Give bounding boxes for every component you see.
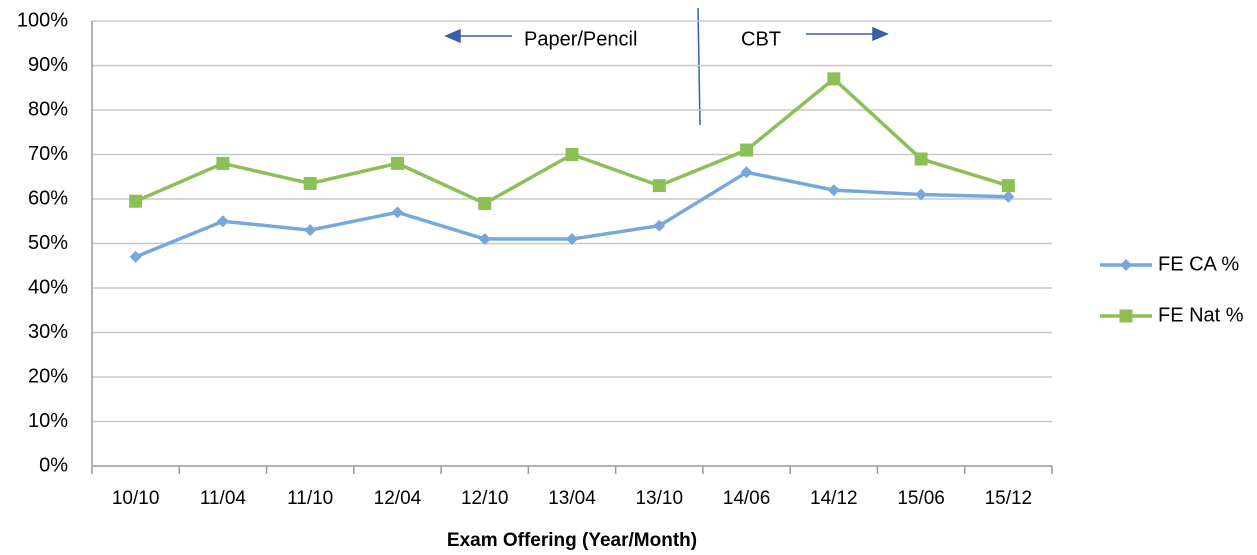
y-tick-label: 20% (28, 365, 68, 387)
y-tick-label: 50% (28, 232, 68, 254)
series (129, 166, 1015, 263)
y-tick-label: 30% (28, 321, 68, 343)
annotation: CBT (741, 28, 781, 50)
marker (303, 176, 317, 190)
marker (478, 196, 492, 210)
marker (914, 152, 928, 166)
y-tick-label: 10% (28, 410, 68, 432)
x-tick-label: 13/04 (548, 488, 596, 509)
marker (391, 206, 404, 219)
x-tick-label: 10/10 (112, 488, 160, 509)
y-tick-label: 90% (28, 54, 68, 76)
marker (915, 188, 928, 201)
x-tick-label: 15/12 (985, 488, 1033, 509)
x-axis-title: Exam Offering (Year/Month) (447, 530, 697, 551)
x-tick-label: 14/12 (810, 488, 858, 509)
y-tick-label: 60% (28, 187, 68, 209)
marker (129, 250, 142, 263)
legend-label: FE CA % (1158, 253, 1239, 275)
y-tick-label: 80% (28, 98, 68, 120)
marker (1120, 259, 1132, 271)
x-tick-label: 14/06 (723, 488, 771, 509)
x-tick-label: 12/04 (374, 488, 422, 509)
marker (653, 219, 666, 232)
y-tick-label: 100% (17, 9, 68, 31)
x-tick-label: 13/10 (635, 488, 683, 509)
y-tick-label: 40% (28, 276, 68, 298)
marker (827, 72, 841, 86)
marker (827, 184, 840, 197)
x-tick-label: 11/10 (287, 488, 333, 509)
marker (390, 156, 404, 170)
y-tick-label: 0% (39, 454, 68, 476)
marker (216, 215, 229, 228)
series (129, 72, 1015, 210)
series-line (134, 76, 1009, 206)
x-tick-label: 11/04 (200, 488, 247, 509)
marker (216, 156, 230, 170)
marker (740, 143, 754, 157)
x-tick-label: 12/10 (461, 488, 509, 509)
annotation-arrows (444, 7, 889, 126)
x-tick-label: 15/06 (897, 488, 945, 509)
legend-label: FE Nat % (1158, 304, 1244, 326)
marker (304, 224, 317, 237)
marker (740, 166, 753, 179)
marker (565, 148, 579, 161)
annotation: Paper/Pencil (524, 28, 637, 50)
marker (1002, 190, 1015, 203)
marker (478, 233, 491, 246)
y-tick-label: 70% (28, 143, 68, 165)
marker (566, 233, 578, 246)
marker (1119, 309, 1133, 323)
marker (652, 179, 666, 193)
marker (1001, 179, 1015, 193)
marker (129, 194, 143, 208)
